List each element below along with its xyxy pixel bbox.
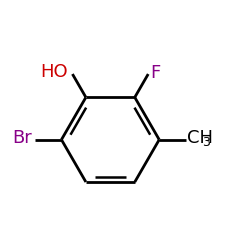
Text: F: F bbox=[151, 64, 161, 82]
Text: HO: HO bbox=[40, 62, 68, 80]
Text: 3: 3 bbox=[202, 136, 210, 149]
Text: CH: CH bbox=[187, 130, 213, 148]
Text: Br: Br bbox=[12, 130, 32, 148]
